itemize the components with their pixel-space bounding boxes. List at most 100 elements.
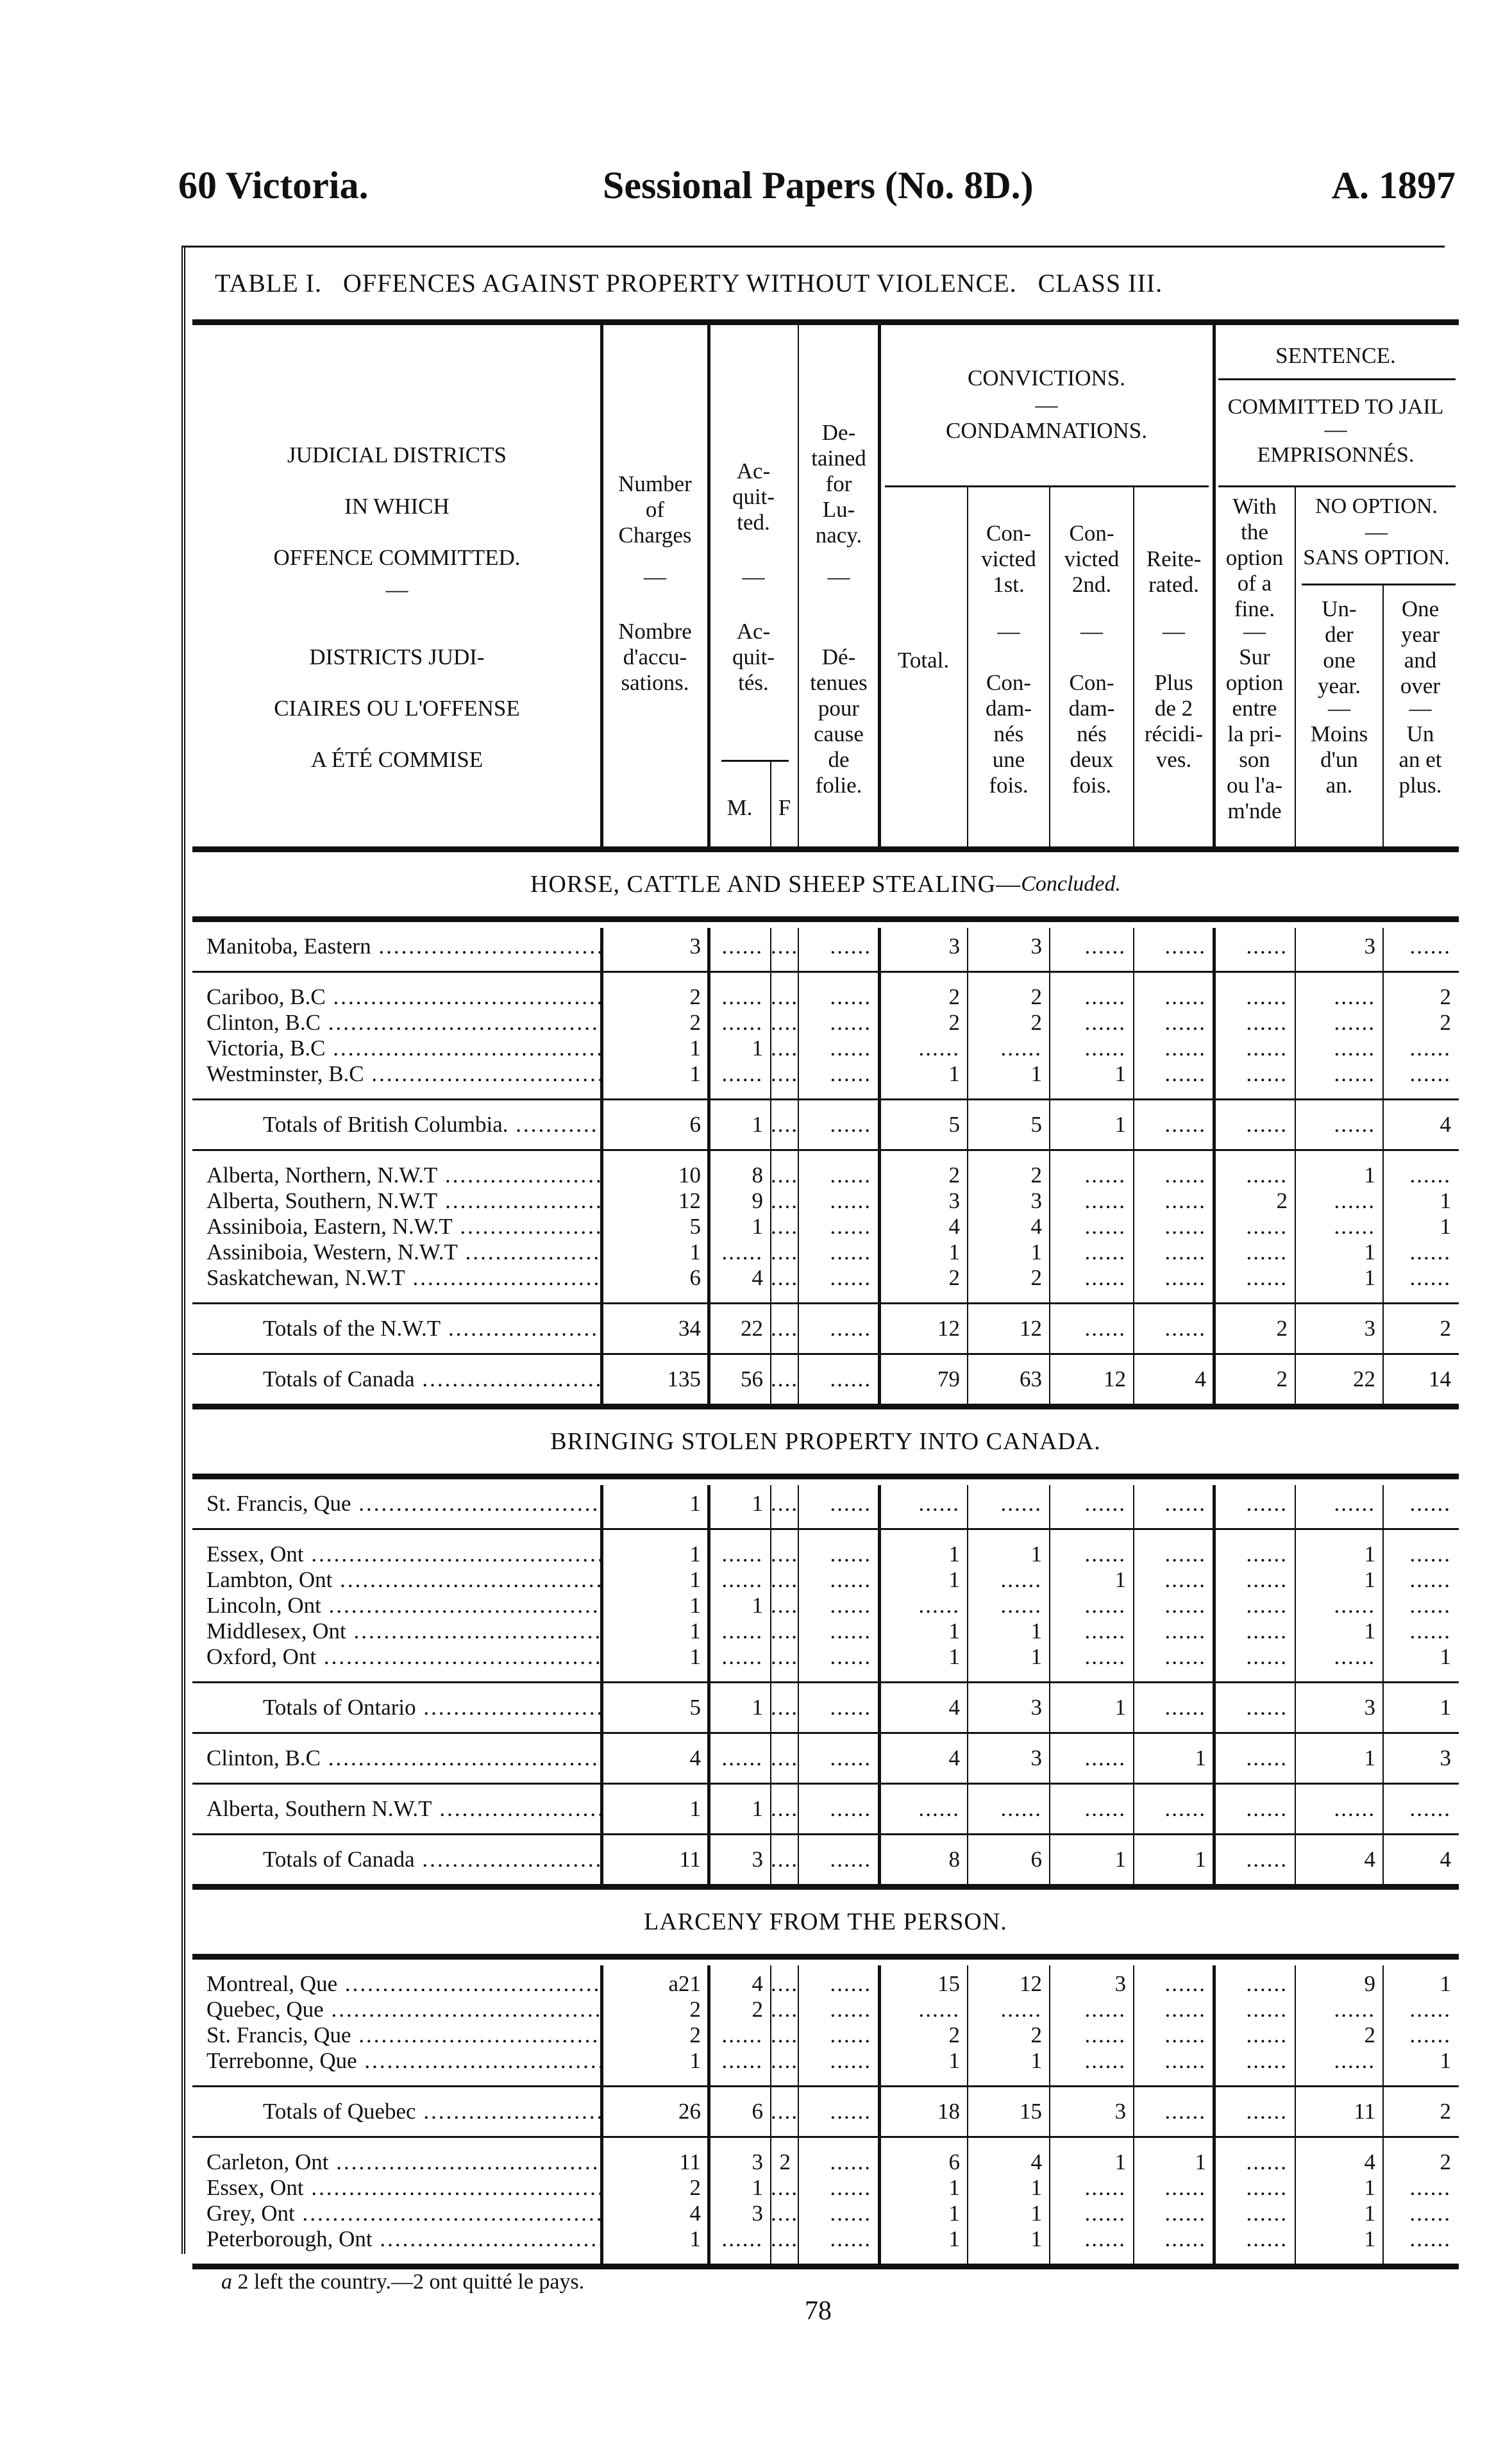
cell-convicted-1st: 1 [1030,1618,1043,1644]
cell-lunacy [798,1163,879,1188]
cell-with-option [1214,2022,1295,2048]
cell-acquitted-m [709,2226,771,2252]
cell-charges: 1 [689,1036,701,1061]
cell-one-year-and-over [1383,1796,1459,1822]
totals-group: Totals of Canada113861144 [192,1835,1459,1890]
cell-convicted-2nd [1050,934,1134,959]
cell-under-one-year [1295,1010,1383,1036]
column-rule [878,1485,881,1884]
table-row: Essex, Ont 2 1 1 1 1 [192,2175,1459,2201]
cell-with-option [1214,1214,1295,1240]
column-rule [1382,585,1384,846]
cell-convicted-1st [968,1567,1050,1593]
nooption-divider [1302,584,1456,585]
cell-convicted-1st [968,1491,1050,1517]
cell-district: Essex, Ont [192,1542,601,1567]
cell-convicted-2nd [1050,2226,1134,2252]
cell-one-year-and-over: 1 [1440,1214,1452,1239]
cell-one-year-and-over: 1 [1440,2048,1452,2073]
cell-under-one-year: 1 [1364,2175,1376,2200]
cell-convicted-2nd [1050,1036,1134,1061]
cell-acquitted-f [771,1567,798,1593]
cell-convicted-2nd [1050,2201,1134,2226]
row-group: Essex, Ont1111Lambton, Ont1111Lincoln, O… [192,1530,1459,1683]
cell-charges: 6 [689,1265,701,1290]
header-dash: — [1328,696,1350,721]
header-dash: — [1243,619,1266,644]
cell-acquitted-f [771,1316,798,1341]
table-row: Alberta, Northern, N.W.T 10 8 2 2 1 [192,1163,1459,1188]
cell-convicted-2nd [1050,1644,1134,1670]
cell-acquitted-f [771,2099,798,2124]
cell-with-option [1214,984,1295,1010]
table-row: Middlesex, Ont 1 1 1 1 [192,1618,1459,1644]
cell-acquitted-f [771,934,798,959]
header-dash: — [997,619,1020,644]
header-dash: — [1035,392,1058,417]
cell-district: Carleton, Ont [192,2149,601,2175]
cell-reiterated [1134,1061,1214,1087]
cell-charges: 11 [679,2149,701,2174]
cell-under-one-year [1295,1796,1383,1822]
cell-acquitted-f [771,1010,798,1036]
cell-convicted-2nd: 1 [1114,1567,1127,1592]
header-acquitted-en: Ac- quit- ted. [732,458,775,535]
header-top-rule [192,319,1459,325]
row-group: Cariboo, B.C2222Clinton, B.C2222Victoria… [192,973,1459,1100]
column-rule [600,325,603,846]
column-rule [1295,1485,1296,1884]
header-nooption-fr: SANS OPTION. [1303,546,1450,569]
cell-total-convictions: 1 [948,1618,961,1644]
footnote-text: 2 left the country.—2 ont quitté le pays… [232,2270,585,2294]
cell-district: Totals of Quebec [192,2099,601,2124]
cell-convicted-1st: 2 [1030,2022,1043,2047]
cell-with-option [1214,1567,1295,1593]
cell-charges: 2 [689,2022,701,2047]
cell-convicted-2nd [1050,1240,1134,1265]
cell-convicted-1st: 2 [1030,1010,1043,1035]
cell-district: Quebec, Que [192,1997,601,2022]
cell-charges: 1 [689,1240,701,1265]
section: BRINGING STOLEN PROPERTY INTO CANADA. St.… [192,1409,1459,1890]
header-dash: — [1365,519,1388,544]
cell-charges: 26 [678,2099,701,2124]
cell-convicted-1st: 2 [1030,1163,1043,1188]
cell-under-one-year: 1 [1364,1745,1376,1770]
cell-lunacy [798,1188,879,1214]
row-group: Alberta, Northern, N.W.T108221Alberta, S… [192,1151,1459,1304]
sentence-divider [1218,378,1456,380]
totals-group: Totals of Canada13556796312422214 [192,1355,1459,1409]
cell-with-option [1214,1542,1295,1567]
cell-one-year-and-over [1383,1265,1459,1291]
cell-one-year-and-over: 2 [1440,2149,1452,2174]
cell-one-year-and-over [1383,1618,1459,1644]
cell-district: Totals of Canada [192,1847,601,1872]
cell-total-convictions: 5 [948,1112,961,1137]
cell-district: Assiniboia, Eastern, N.W.T [192,1214,601,1240]
cell-reiterated [1134,2201,1214,2226]
header-reiterated-fr: Plus de 2 récidi- ves. [1144,670,1204,772]
cell-charges: 34 [678,1316,701,1341]
cell-under-one-year [1295,1036,1383,1061]
column-rule [1049,1485,1050,1884]
table-row: Lincoln, Ont 1 1 [192,1593,1459,1618]
cell-lunacy [798,1618,879,1644]
totals-group: Totals of Quebec 26 6 18 15 3 11 2 [192,2087,1459,2138]
totals-row: Totals of British Columbia. 6 1 5 5 1 4 [192,1112,1459,1138]
cell-total-convictions: 2 [948,1163,961,1188]
cell-under-one-year: 22 [1353,1366,1375,1391]
table-row: Clinton, B.C 2 2 2 2 [192,1010,1459,1036]
cell-acquitted-m [709,934,771,959]
cell-acquitted-f [771,1593,798,1618]
header-bottom-rule [192,846,1459,852]
column-rule [1295,928,1296,1404]
cell-charges: 3 [689,934,701,959]
cell-lunacy [798,1593,879,1618]
cell-total-convictions: 1 [948,1240,961,1265]
cell-district: Saskatchewan, N.W.T [192,1265,601,1291]
column-rule [707,1965,710,2264]
cell-acquitted-f [771,1214,798,1240]
cell-charges: 1 [689,2048,701,2073]
cell-under-one-year: 1 [1364,2226,1376,2251]
cell-reiterated: 1 [1195,2149,1207,2174]
